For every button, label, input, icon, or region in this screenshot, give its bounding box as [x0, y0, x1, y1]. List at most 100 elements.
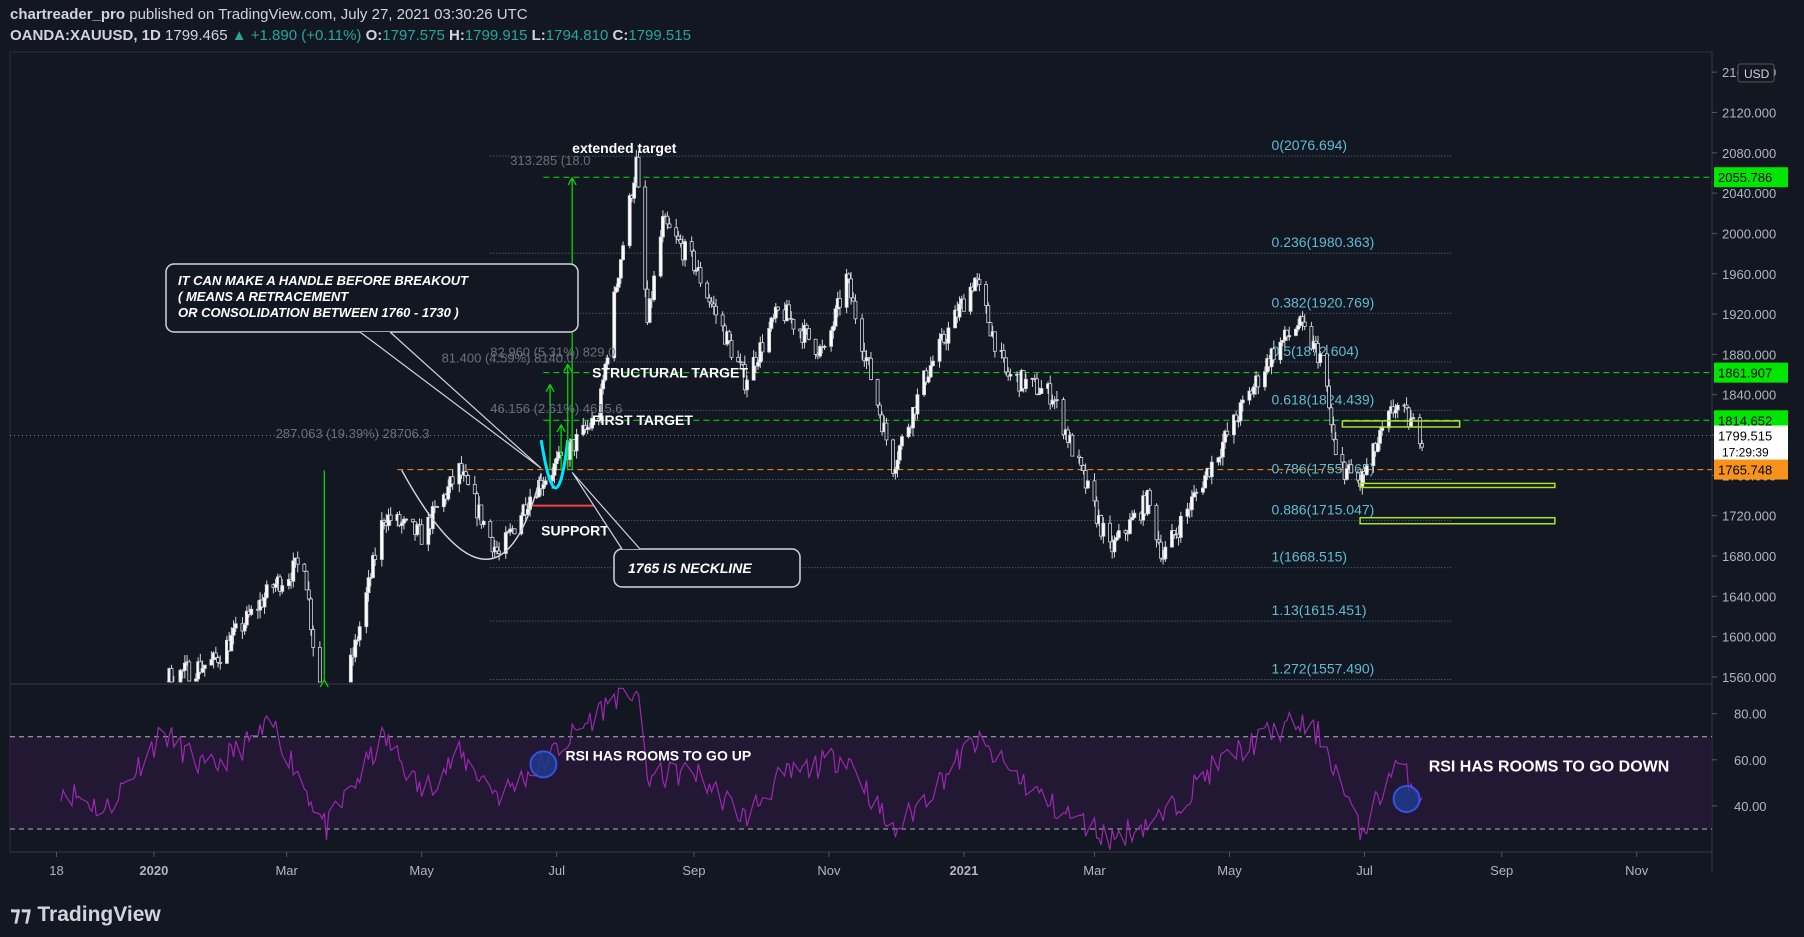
- ohlc-line: OANDA:XAUUSD, 1D 1799.465 ▲ +1.890 (+0.1…: [10, 27, 691, 44]
- candle-body: [709, 301, 714, 305]
- candle-body: [658, 236, 663, 277]
- candle-body: [464, 471, 468, 476]
- countdown-label: 17:29:39: [1722, 446, 1769, 460]
- candle-body: [194, 678, 198, 682]
- candle-body: [169, 668, 174, 683]
- candle-body: [1085, 480, 1090, 489]
- candle-body: [295, 557, 300, 565]
- candle-body: [397, 514, 402, 526]
- candle-body: [1147, 490, 1152, 506]
- candle-body: [348, 654, 353, 683]
- candle-body: [900, 436, 904, 447]
- candle-body: [1004, 357, 1008, 373]
- candle-body: [357, 626, 362, 641]
- candle-body: [1154, 504, 1159, 541]
- candle-body: [503, 532, 508, 554]
- candle-body: [415, 524, 420, 535]
- price-tick-label: 2080.000: [1722, 146, 1776, 161]
- candle-body: [1172, 530, 1177, 535]
- candle-body: [798, 328, 803, 332]
- fib-label: 0.236(1980.363): [1272, 234, 1375, 250]
- last-price-label: 1799.515: [1718, 429, 1772, 444]
- candle-body: [1170, 530, 1174, 548]
- green-level-label: 1861.907: [1718, 366, 1772, 381]
- candle-body: [751, 356, 756, 381]
- time-tick-label: Sep: [1490, 863, 1513, 878]
- candle-body: [1251, 386, 1256, 395]
- tradingview-logo[interactable]: ⁊⁊ TradingView: [10, 903, 161, 926]
- open-label: O:: [365, 27, 383, 44]
- candle-body: [1192, 492, 1196, 498]
- fib-label: 1.272(1557.490): [1272, 660, 1375, 676]
- candle-body: [661, 216, 665, 238]
- candle-body: [875, 379, 880, 406]
- candle-body: [233, 623, 238, 629]
- time-tick-label: 18: [49, 863, 63, 878]
- candle-body: [450, 476, 455, 485]
- candle-body: [1263, 371, 1267, 388]
- candle-body: [202, 664, 207, 669]
- change-text: +1.890 (+0.11%): [250, 27, 362, 44]
- symbol-label[interactable]: OANDA:XAUUSD, 1D: [10, 27, 161, 44]
- rsi-band: [10, 736, 1712, 829]
- candle-body: [273, 583, 278, 588]
- candle-body: [742, 364, 747, 391]
- candle-body: [304, 570, 309, 591]
- candle-body: [1380, 427, 1385, 431]
- rsi-down-marker: [1392, 784, 1421, 813]
- green-level-label: 2055.786: [1718, 170, 1772, 185]
- candle-body: [612, 291, 617, 359]
- candle-body: [1201, 487, 1205, 493]
- candle-body: [574, 434, 579, 452]
- rsi-down-label: RSI HAS ROOMS TO GO DOWN: [1429, 758, 1670, 775]
- candle-body: [736, 356, 741, 363]
- candle-body: [869, 357, 873, 380]
- candle-body: [364, 592, 369, 628]
- candle-body: [1225, 430, 1230, 436]
- candle-body: [760, 342, 765, 353]
- candle-body: [984, 284, 988, 306]
- candle-body: [1313, 340, 1318, 344]
- target-arrow-head: [563, 363, 573, 372]
- rsi-up-label: RSI HAS ROOMS TO GO UP: [566, 747, 752, 763]
- candle-body: [441, 494, 446, 508]
- candle-body: [973, 277, 977, 292]
- candle-body: [729, 340, 734, 358]
- candle-body: [519, 515, 524, 535]
- zone-box: [1341, 420, 1461, 428]
- last-price-box: [1714, 425, 1788, 462]
- price-tick-label: 1600.000: [1722, 630, 1776, 645]
- candle-body: [1271, 348, 1276, 361]
- fib-label: 0.5(1872.604): [1272, 343, 1359, 359]
- candle-body: [218, 661, 223, 664]
- candle-body: [694, 269, 699, 272]
- candle-body: [1349, 464, 1354, 474]
- currency-label: USD: [1744, 67, 1770, 81]
- candle-body: [915, 394, 920, 415]
- candle-body: [1309, 325, 1314, 350]
- candle-body: [689, 241, 694, 252]
- candle-body: [1023, 378, 1028, 389]
- candle-body: [368, 577, 373, 579]
- candle-body: [942, 333, 946, 343]
- candle-body: [373, 555, 378, 560]
- first-target-label: FIRST TARGET: [592, 412, 693, 428]
- last-price: 1799.465: [165, 27, 228, 44]
- candle-body: [1236, 420, 1241, 423]
- candle-body: [495, 546, 499, 552]
- candle-body: [1048, 383, 1053, 405]
- candle-body: [605, 357, 610, 365]
- price-tick-label: 2040.000: [1722, 186, 1776, 201]
- candle-body: [787, 304, 791, 319]
- candle-body: [758, 342, 763, 363]
- candle-body: [1163, 546, 1168, 560]
- publisher-name[interactable]: chartreader_pro: [10, 6, 126, 23]
- candle-body: [678, 239, 683, 244]
- candle-body: [1247, 390, 1252, 401]
- candle-body: [911, 406, 915, 429]
- cup-pattern: [401, 469, 542, 561]
- target-arrow-head: [319, 678, 329, 688]
- candle-body: [187, 661, 192, 682]
- candle-body: [426, 516, 431, 545]
- candle-body: [1123, 530, 1128, 534]
